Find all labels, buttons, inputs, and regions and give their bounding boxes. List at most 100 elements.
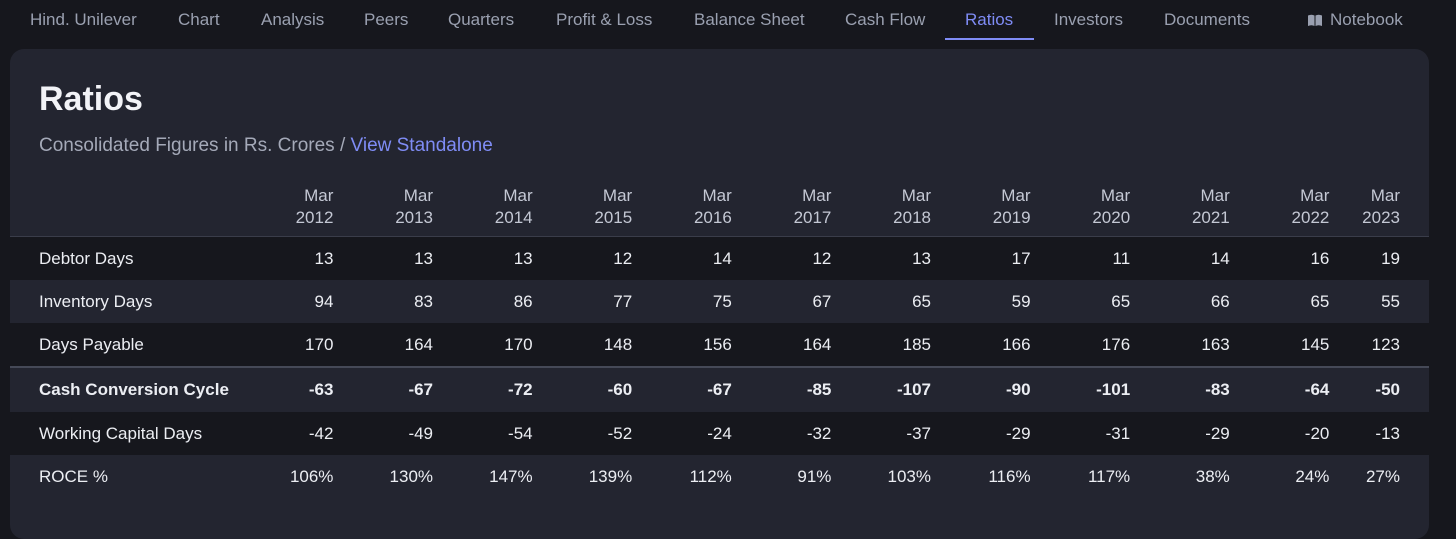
year-header: Mar 2014 xyxy=(433,177,533,237)
table-cell: 77 xyxy=(532,280,633,323)
row-label: Cash Conversion Cycle xyxy=(10,366,234,412)
row-label: Working Capital Days xyxy=(10,412,234,455)
table-cell: 117% xyxy=(1030,455,1131,498)
ratios-table: Mar 2012 Mar 2013 Mar 2014 Mar 2015 Mar 2016 … xyxy=(10,177,1429,498)
table-row: Days Payable 170 164 170 148 156 164 185 166 176 1… xyxy=(10,323,1429,367)
table-cell: 148 xyxy=(532,323,633,367)
table-cell: 170 xyxy=(233,323,334,367)
table-cell: 13 xyxy=(831,236,931,280)
nav-item-quarters[interactable]: Quarters xyxy=(448,10,515,29)
table-cell: 17 xyxy=(930,236,1031,280)
table-cell: -83 xyxy=(1130,366,1230,412)
table-cell: 12 xyxy=(532,236,633,280)
view-standalone-link[interactable]: View Standalone xyxy=(350,135,493,156)
table-cell: -37 xyxy=(831,412,931,455)
header-label-cell xyxy=(10,177,234,237)
row-label: ROCE % xyxy=(10,455,234,498)
table-cell: -20 xyxy=(1229,412,1330,455)
row-label: Inventory Days xyxy=(10,280,234,323)
table-cell: 103% xyxy=(831,455,931,498)
nav-item-peers[interactable]: Peers xyxy=(364,10,409,29)
notebook-button[interactable]: Notebook xyxy=(1308,0,1403,40)
year-header: Mar 2016 xyxy=(632,177,732,237)
table-row: Working Capital Days -42 -49 -54 -52 -24 -32 -3… xyxy=(10,412,1429,455)
table-cell: 123 xyxy=(1329,323,1429,367)
year-header: Mar 2021 xyxy=(1130,177,1230,237)
nav-item-balance-sheet[interactable]: Balance Sheet xyxy=(694,10,805,29)
top-navigation: Hind. Unilever Chart Analysis Peers Quar… xyxy=(0,0,1456,40)
subtitle: Consolidated Figures in Rs. Crores / Vie… xyxy=(39,135,493,157)
table-cell: -32 xyxy=(731,412,832,455)
nav-item-investors[interactable]: Investors xyxy=(1054,10,1123,29)
table-cell: 185 xyxy=(831,323,931,367)
table-cell: -50 xyxy=(1329,366,1429,412)
notebook-label: Notebook xyxy=(1330,10,1403,29)
row-label: Days Payable xyxy=(10,323,234,367)
table-cell: 67 xyxy=(731,280,832,323)
table-cell: 55 xyxy=(1329,280,1429,323)
year-header: Mar 2013 xyxy=(333,177,434,237)
nav-item-chart[interactable]: Chart xyxy=(178,10,220,29)
table-cell: 27% xyxy=(1329,455,1429,498)
nav-item-analysis[interactable]: Analysis xyxy=(261,10,325,29)
year-header: Mar 2019 xyxy=(930,177,1031,237)
table-cell: 13 xyxy=(333,236,434,280)
table-cell: 75 xyxy=(632,280,732,323)
table-row: Inventory Days 94 83 86 77 75 67 65 59 65 66 65 55 xyxy=(10,280,1429,323)
table-cell: 139% xyxy=(532,455,633,498)
table-cell: 65 xyxy=(1030,280,1131,323)
table-cell: -24 xyxy=(632,412,732,455)
table-cell: 116% xyxy=(930,455,1031,498)
nav-item-documents[interactable]: Documents xyxy=(1164,10,1250,29)
table-cell: -67 xyxy=(333,366,434,412)
table-cell: 176 xyxy=(1030,323,1131,367)
table-cell: 147% xyxy=(433,455,533,498)
table-cell: -64 xyxy=(1229,366,1330,412)
table-cell: 13 xyxy=(233,236,334,280)
table-row: Cash Conversion Cycle -63 -67 -72 -60 -67 -85-… xyxy=(10,366,1429,412)
year-header: Mar 2015 xyxy=(532,177,633,237)
table-cell: 24% xyxy=(1229,455,1330,498)
year-header: Mar 2022 xyxy=(1229,177,1330,237)
row-label: Debtor Days xyxy=(10,236,234,280)
table-cell: 170 xyxy=(433,323,533,367)
table-cell: 16 xyxy=(1229,236,1330,280)
year-header: Mar 2017 xyxy=(731,177,832,237)
table-cell: 65 xyxy=(1229,280,1330,323)
active-tab-indicator xyxy=(945,38,1034,40)
table-row: ROCE % 106% 130% 147% 139% 112% 91% 103% 116% 117… xyxy=(10,455,1429,498)
table-cell: -107 xyxy=(831,366,931,412)
nav-item-cash-flow[interactable]: Cash Flow xyxy=(845,10,926,29)
ratios-card: Ratios Consolidated Figures in Rs. Crore… xyxy=(10,49,1429,539)
table-cell: -101 xyxy=(1030,366,1131,412)
table-cell: -29 xyxy=(1130,412,1230,455)
nav-item-profit-loss[interactable]: Profit & Loss xyxy=(556,10,653,29)
nav-item-company[interactable]: Hind. Unilever xyxy=(30,10,137,29)
table-cell: 65 xyxy=(831,280,931,323)
table-cell: 94 xyxy=(233,280,334,323)
table-cell: 59 xyxy=(930,280,1031,323)
table-cell: 12 xyxy=(731,236,832,280)
table-cell: 164 xyxy=(731,323,832,367)
table-cell: 86 xyxy=(433,280,533,323)
table-cell: -49 xyxy=(333,412,434,455)
table-cell: 145 xyxy=(1229,323,1330,367)
page-title: Ratios xyxy=(39,80,143,118)
table-cell: 130% xyxy=(333,455,434,498)
table-cell: -42 xyxy=(233,412,334,455)
table-cell: -31 xyxy=(1030,412,1131,455)
table-cell: 11 xyxy=(1030,236,1131,280)
table-cell: -13 xyxy=(1329,412,1429,455)
book-icon xyxy=(1308,14,1322,26)
year-header: Mar 2023 xyxy=(1329,177,1429,237)
table-cell: -54 xyxy=(433,412,533,455)
table-header-row: Mar 2012 Mar 2013 Mar 2014 Mar 2015 Mar 2016 … xyxy=(10,177,1429,237)
table-cell: 164 xyxy=(333,323,434,367)
table-cell: 156 xyxy=(632,323,732,367)
nav-item-ratios[interactable]: Ratios xyxy=(965,10,1014,29)
table-cell: 19 xyxy=(1329,236,1429,280)
table-cell: 91% xyxy=(731,455,832,498)
table-cell: 166 xyxy=(930,323,1031,367)
table-cell: -29 xyxy=(930,412,1031,455)
year-header: Mar 2018 xyxy=(831,177,931,237)
